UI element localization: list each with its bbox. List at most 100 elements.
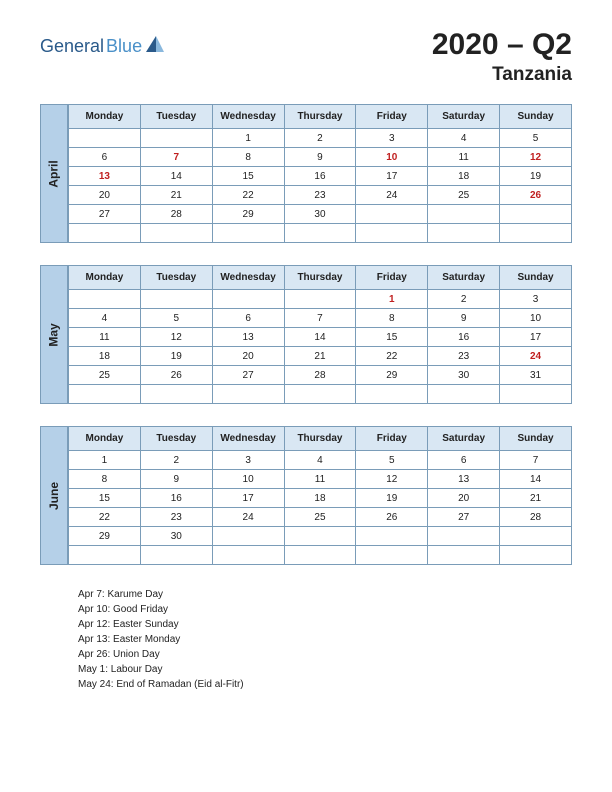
calendar-cell: 20 bbox=[69, 186, 141, 205]
calendar-cell: 8 bbox=[212, 148, 284, 167]
calendar-table: MondayTuesdayWednesdayThursdayFridaySatu… bbox=[68, 104, 572, 243]
weekday-header: Monday bbox=[69, 105, 141, 129]
calendar-cell: 19 bbox=[140, 347, 212, 366]
calendar-cell bbox=[140, 385, 212, 404]
calendar-cell bbox=[356, 527, 428, 546]
calendar-cell: 4 bbox=[284, 451, 356, 470]
calendar-cell: 5 bbox=[500, 129, 572, 148]
calendar-cell: 17 bbox=[356, 167, 428, 186]
calendar-row bbox=[69, 385, 572, 404]
weekday-header: Wednesday bbox=[212, 427, 284, 451]
calendar-cell: 10 bbox=[212, 470, 284, 489]
calendar-cell: 15 bbox=[69, 489, 141, 508]
holiday-line: Apr 13: Easter Monday bbox=[78, 632, 572, 647]
calendar-table: MondayTuesdayWednesdayThursdayFridaySatu… bbox=[68, 265, 572, 404]
calendar-cell: 8 bbox=[356, 309, 428, 328]
calendar-cell: 11 bbox=[428, 148, 500, 167]
logo-triangle-icon bbox=[146, 36, 164, 57]
calendar-cell bbox=[284, 290, 356, 309]
calendar-cell: 28 bbox=[500, 508, 572, 527]
logo-text-general: General bbox=[40, 36, 104, 57]
calendar-cell: 13 bbox=[428, 470, 500, 489]
calendar-cell: 27 bbox=[212, 366, 284, 385]
weekday-header: Friday bbox=[356, 427, 428, 451]
calendar-cell: 22 bbox=[356, 347, 428, 366]
calendar-cell: 16 bbox=[140, 489, 212, 508]
month-name: April bbox=[47, 160, 61, 187]
calendar-cell: 9 bbox=[140, 470, 212, 489]
weekday-header: Saturday bbox=[428, 427, 500, 451]
calendar-cell: 29 bbox=[356, 366, 428, 385]
calendar-cell: 30 bbox=[428, 366, 500, 385]
calendar-cell: 25 bbox=[69, 366, 141, 385]
calendar-cell: 24 bbox=[356, 186, 428, 205]
calendar-cell: 20 bbox=[428, 489, 500, 508]
calendar-cell: 25 bbox=[428, 186, 500, 205]
calendar-cell: 23 bbox=[428, 347, 500, 366]
calendar-cell bbox=[500, 205, 572, 224]
country-title: Tanzania bbox=[432, 64, 572, 86]
calendar-cell: 10 bbox=[500, 309, 572, 328]
calendar-cell: 15 bbox=[356, 328, 428, 347]
calendar-cell: 12 bbox=[140, 328, 212, 347]
header: General Blue 2020 – Q2 Tanzania bbox=[40, 28, 572, 86]
calendar-cell: 16 bbox=[284, 167, 356, 186]
weekday-header: Thursday bbox=[284, 427, 356, 451]
calendar-cell: 18 bbox=[284, 489, 356, 508]
calendar-cell: 1 bbox=[356, 290, 428, 309]
calendar-cell: 2 bbox=[140, 451, 212, 470]
calendar-cell: 14 bbox=[140, 167, 212, 186]
calendar-cell: 2 bbox=[428, 290, 500, 309]
calendar-cell bbox=[212, 290, 284, 309]
calendar-cell bbox=[212, 224, 284, 243]
calendar-cell: 15 bbox=[212, 167, 284, 186]
holiday-line: Apr 10: Good Friday bbox=[78, 602, 572, 617]
calendar-cell: 6 bbox=[69, 148, 141, 167]
calendar-cell: 8 bbox=[69, 470, 141, 489]
month-name: May bbox=[47, 323, 61, 346]
calendar-row: 891011121314 bbox=[69, 470, 572, 489]
calendar-cell: 6 bbox=[212, 309, 284, 328]
calendar-cell: 9 bbox=[284, 148, 356, 167]
calendar-cell: 21 bbox=[140, 186, 212, 205]
calendar-cell: 23 bbox=[284, 186, 356, 205]
calendar-cell: 21 bbox=[500, 489, 572, 508]
month-tab: May bbox=[40, 265, 68, 404]
calendar-row: 6789101112 bbox=[69, 148, 572, 167]
title-block: 2020 – Q2 Tanzania bbox=[432, 28, 572, 86]
weekday-header: Sunday bbox=[500, 105, 572, 129]
calendar-row: 22232425262728 bbox=[69, 508, 572, 527]
calendar-cell: 22 bbox=[212, 186, 284, 205]
holiday-line: May 24: End of Ramadan (Eid al-Fitr) bbox=[78, 677, 572, 692]
calendar-cell: 13 bbox=[69, 167, 141, 186]
calendar-table: MondayTuesdayWednesdayThursdayFridaySatu… bbox=[68, 426, 572, 565]
calendar-cell: 6 bbox=[428, 451, 500, 470]
calendar-cell: 12 bbox=[356, 470, 428, 489]
calendar-cell bbox=[284, 224, 356, 243]
calendar-cell: 13 bbox=[212, 328, 284, 347]
calendar-cell: 26 bbox=[356, 508, 428, 527]
logo: General Blue bbox=[40, 28, 164, 57]
calendar-row: 123 bbox=[69, 290, 572, 309]
holiday-line: May 1: Labour Day bbox=[78, 662, 572, 677]
calendar-row: 1234567 bbox=[69, 451, 572, 470]
calendar-cell: 2 bbox=[284, 129, 356, 148]
calendar-cell: 29 bbox=[69, 527, 141, 546]
calendar-cell bbox=[212, 546, 284, 565]
calendar-row: 11121314151617 bbox=[69, 328, 572, 347]
calendar-cell: 5 bbox=[356, 451, 428, 470]
calendar-cell bbox=[428, 385, 500, 404]
calendar-cell: 19 bbox=[356, 489, 428, 508]
calendar-cell: 21 bbox=[284, 347, 356, 366]
calendar-cell: 14 bbox=[500, 470, 572, 489]
calendar-cell: 1 bbox=[69, 451, 141, 470]
calendar-cell bbox=[140, 224, 212, 243]
calendar-cell: 12 bbox=[500, 148, 572, 167]
calendar-month: May MondayTuesdayWednesdayThursdayFridayS… bbox=[40, 265, 572, 404]
quarter-title: 2020 – Q2 bbox=[432, 28, 572, 62]
calendar-cell bbox=[212, 527, 284, 546]
calendar-cell: 26 bbox=[500, 186, 572, 205]
weekday-header: Saturday bbox=[428, 105, 500, 129]
calendar-cell: 17 bbox=[500, 328, 572, 347]
calendar-cell: 7 bbox=[500, 451, 572, 470]
